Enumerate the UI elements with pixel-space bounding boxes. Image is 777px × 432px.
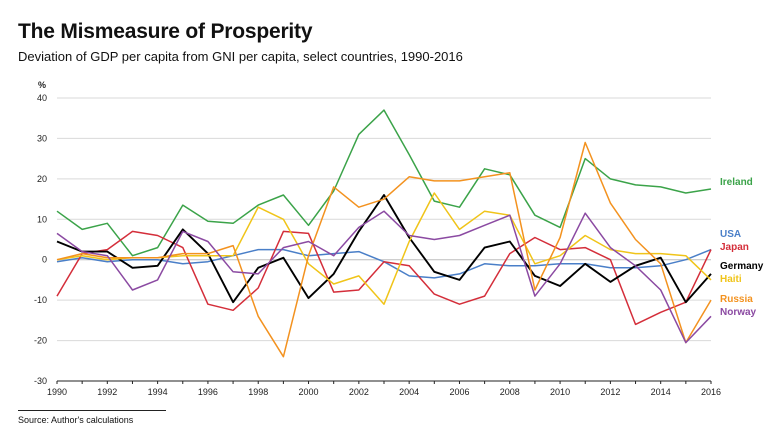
x-tick-label: 1990: [47, 387, 67, 397]
series-line-germany: [56, 194, 712, 304]
y-tick-label: 10: [37, 214, 47, 224]
x-axis: 1990 1992 1994 1996 1998 2000 2002 2004 2006 2008…: [47, 380, 721, 397]
y-tick-label: -10: [34, 295, 47, 305]
x-tick-label: 1994: [148, 387, 168, 397]
x-tick-label: 2010: [550, 387, 570, 397]
legend-label-ireland: Ireland: [720, 177, 753, 188]
x-tick-label: 2006: [449, 387, 469, 397]
y-axis: 40 30 20 10 0 -10 -20 -30: [34, 93, 47, 386]
x-tick-label: 1992: [97, 387, 117, 397]
chart-subtitle: Deviation of GDP per capita from GNI per…: [18, 49, 463, 64]
x-tick-label: 2016: [701, 387, 721, 397]
legend-label-usa: USA: [720, 229, 741, 240]
series-lines: [56, 109, 712, 358]
legend-label-germany: Germany: [720, 261, 764, 272]
series-line-japan: [56, 230, 712, 326]
series-line-russia: [56, 141, 712, 358]
x-tick-label: 2002: [349, 387, 369, 397]
legend: Ireland USA Japan Germany Haiti Russia Norway: [720, 177, 764, 318]
chart-title: The Mismeasure of Prosperity: [18, 20, 313, 43]
y-tick-label: -20: [34, 336, 47, 346]
source-note: Source: Author's calculations: [18, 415, 134, 425]
series-line-norway: [56, 210, 712, 344]
y-tick-label: 30: [37, 133, 47, 143]
y-tick-label: -30: [34, 376, 47, 386]
y-tick-label: 40: [37, 93, 47, 103]
x-tick-label: 2004: [399, 387, 419, 397]
legend-label-japan: Japan: [720, 242, 749, 253]
y-unit-label: %: [38, 80, 46, 90]
x-tick-label: 2012: [600, 387, 620, 397]
x-tick-label: 1998: [248, 387, 268, 397]
x-tick-label: 2000: [299, 387, 319, 397]
x-tick-label: 2008: [500, 387, 520, 397]
source-divider: [18, 410, 166, 411]
y-tick-label: 20: [37, 174, 47, 184]
y-tick-label: 0: [42, 255, 47, 265]
legend-label-russia: Russia: [720, 294, 753, 305]
legend-label-haiti: Haiti: [720, 274, 742, 285]
grid: [57, 97, 711, 382]
legend-label-norway: Norway: [720, 307, 757, 318]
x-tick-label: 2014: [651, 387, 671, 397]
series-line-ireland: [56, 109, 712, 257]
series-line-usa: [56, 248, 712, 279]
x-tick-label: 1996: [198, 387, 218, 397]
